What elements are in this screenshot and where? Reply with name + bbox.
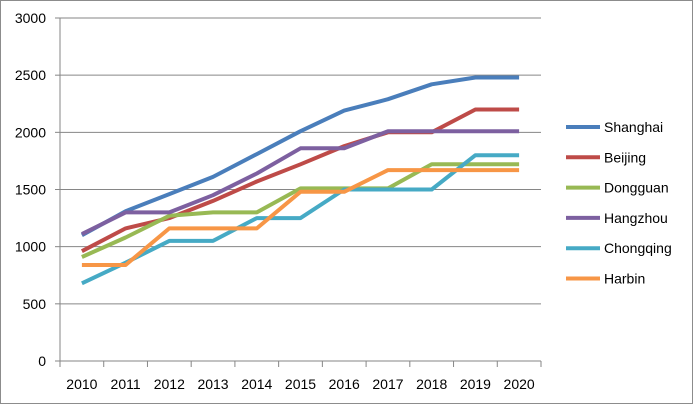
series-lines [80, 75, 520, 286]
y-tick-label: 0 [38, 353, 46, 369]
y-tick-label: 2000 [15, 124, 46, 140]
y-tick-label: 500 [23, 296, 47, 312]
y-tick-label: 1500 [15, 182, 46, 198]
legend-label: Harbin [604, 271, 645, 287]
x-tick-label: 2012 [154, 376, 185, 392]
y-tick-label: 3000 [15, 10, 46, 26]
x-tick-label: 2015 [285, 376, 316, 392]
legend-entry-beijing: Beijing [566, 149, 646, 165]
x-tick-label: 2017 [372, 376, 403, 392]
series-line-harbin [81, 168, 520, 267]
legend-label: Dongguan [604, 180, 669, 196]
x-tick-label: 2014 [241, 376, 272, 392]
legend-label: Chongqing [604, 240, 672, 256]
gridlines [60, 17, 541, 305]
legend-label: Beijing [604, 149, 646, 165]
x-tick-label: 2020 [504, 376, 535, 392]
x-tick-label: 2019 [460, 376, 491, 392]
legend-entry-dongguan: Dongguan [566, 180, 669, 196]
legend-label: Hangzhou [604, 210, 668, 226]
y-axis-ticks: 0 500 1000 1500 2000 2500 3000 [15, 10, 60, 369]
x-tick-label: 2013 [197, 376, 228, 392]
series-line-chongqing [81, 153, 520, 286]
legend-entry-hangzhou: Hangzhou [566, 210, 668, 226]
legend-entry-shanghai: Shanghai [566, 119, 663, 135]
series-line-shanghai [80, 75, 520, 237]
x-axis-ticks: 2010 2011 2012 2013 2014 2015 2016 2017 2018 2019… [59, 361, 542, 392]
legend-label: Shanghai [604, 119, 663, 135]
legend-entry-chongqing: Chongqing [566, 240, 672, 256]
series-line-hangzhou [81, 129, 520, 236]
y-tick-label: 2500 [15, 67, 46, 83]
series-line-dongguan [81, 162, 520, 259]
y-tick-label: 1000 [15, 239, 46, 255]
legend-entry-harbin: Harbin [566, 271, 645, 287]
x-tick-label: 2011 [111, 376, 141, 392]
x-tick-label: 2016 [329, 376, 360, 392]
legend: Shanghai Beijing Dongguan Hangzhou Chongqing… [566, 119, 672, 287]
x-tick-label: 2010 [66, 376, 97, 392]
x-tick-label: 2018 [416, 376, 447, 392]
